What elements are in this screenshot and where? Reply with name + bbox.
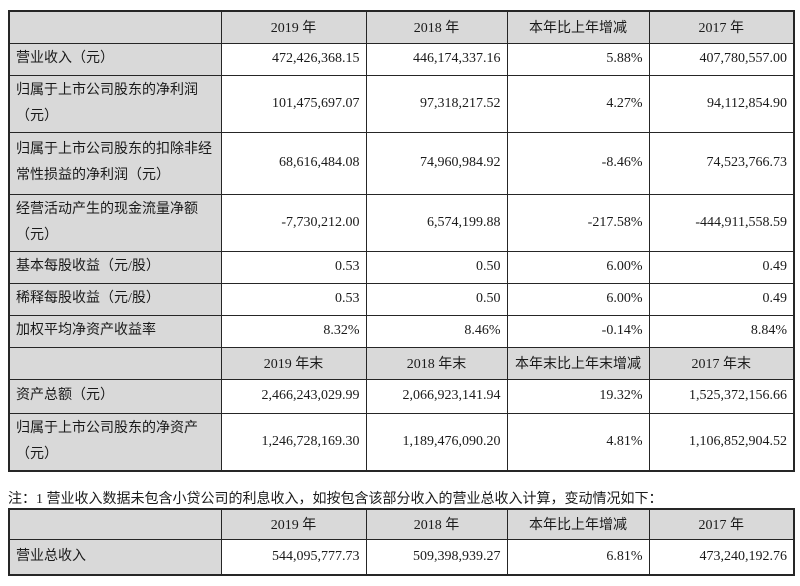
value-cell: 8.46%	[365, 314, 508, 348]
value-cell: 0.53	[220, 282, 367, 316]
value-cell: 6.00%	[506, 282, 650, 316]
value-cell: 446,174,337.16	[365, 42, 508, 76]
row-label-cell: 加权平均净资产收益率	[8, 314, 222, 348]
value-cell: -444,911,558.59	[648, 193, 795, 252]
value-cell: 0.49	[648, 250, 795, 284]
value-cell: 0.53	[220, 250, 367, 284]
table-row: 资产总额（元） 2,466,243,029.99 2,066,923,141.94 1…	[8, 378, 795, 414]
value-cell: 74,523,766.73	[648, 131, 795, 195]
row-label-cell: 营业收入（元）	[8, 42, 222, 76]
corner-cell	[8, 10, 222, 44]
value-cell: 1,106,852,904.52	[648, 412, 795, 472]
value-cell: 19.32%	[506, 378, 650, 414]
row-label-cell: 资产总额（元）	[8, 378, 222, 414]
value-cell: 473,240,192.76	[648, 538, 795, 576]
value-cell: 4.81%	[506, 412, 650, 472]
header-row: 2019 年 2018 年本年比上年增减 2017 年	[8, 10, 795, 44]
value-cell: 94,112,854.90	[648, 74, 795, 133]
header-row: 2019 年 2018 年本年比上年增减 2017 年	[8, 508, 795, 540]
value-cell: 0.50	[365, 250, 508, 284]
value-cell: 509,398,939.27	[365, 538, 508, 576]
row-label-cell: 经营活动产生的现金流量净额（元）	[8, 193, 222, 252]
value-cell: 472,426,368.15	[220, 42, 367, 76]
header-row: 2019 年末 2018 年末 本年末比上年末增减 2017 年末	[8, 346, 795, 380]
corner-cell	[8, 508, 222, 540]
column-header-cell: 2018 年	[365, 10, 508, 44]
value-cell: 6.81%	[506, 538, 650, 576]
column-header-cell: 2018 年	[365, 508, 508, 540]
value-cell: 8.32%	[220, 314, 367, 348]
column-header-cell: 2017 年	[648, 10, 795, 44]
value-cell: 5.88%	[506, 42, 650, 76]
column-header-cell: 2018 年末	[365, 346, 508, 380]
total-revenue-table: 2019 年 2018 年本年比上年增减 2017 年营业总收入 544,095,77…	[8, 508, 795, 576]
column-header-cell: 本年比上年增减	[506, 10, 650, 44]
table-row: 营业收入（元） 472,426,368.15 446,174,337.16 5.88%…	[8, 42, 795, 76]
row-label-cell: 归属于上市公司股东的净资产（元）	[8, 412, 222, 472]
value-cell: -0.14%	[506, 314, 650, 348]
table-row: 营业总收入 544,095,777.73 509,398,939.27 6.81% 47…	[8, 538, 795, 576]
value-cell: 6.00%	[506, 250, 650, 284]
table-row: 基本每股收益（元/股） 0.53 0.50 6.00% 0.49	[8, 250, 795, 284]
row-label-cell: 基本每股收益（元/股）	[8, 250, 222, 284]
column-header-cell: 2019 年	[220, 10, 367, 44]
value-cell: -7,730,212.00	[220, 193, 367, 252]
row-label-cell: 归属于上市公司股东的净利润（元）	[8, 74, 222, 133]
value-cell: -217.58%	[506, 193, 650, 252]
value-cell: 2,466,243,029.99	[220, 378, 367, 414]
table-row: 归属于上市公司股东的净资产（元） 1,246,728,169.30 1,189,47…	[8, 412, 795, 472]
column-header-cell: 2019 年末	[220, 346, 367, 380]
value-cell: 1,189,476,090.20	[365, 412, 508, 472]
value-cell: 0.50	[365, 282, 508, 316]
table-row: 经营活动产生的现金流量净额（元） -7,730,212.00 6,574,199.8…	[8, 193, 795, 252]
corner-cell	[8, 346, 222, 380]
table-row: 稀释每股收益（元/股） 0.53 0.50 6.00% 0.49	[8, 282, 795, 316]
column-header-cell: 本年末比上年末增减	[506, 346, 650, 380]
value-cell: 68,616,484.08	[220, 131, 367, 195]
total-revenue-table-body: 2019 年 2018 年本年比上年增减 2017 年营业总收入 544,095,77…	[8, 508, 795, 576]
column-header-cell: 2019 年	[220, 508, 367, 540]
value-cell: 97,318,217.52	[365, 74, 508, 133]
value-cell: 2,066,923,141.94	[365, 378, 508, 414]
row-label-cell: 归属于上市公司股东的扣除非经常性损益的净利润（元）	[8, 131, 222, 195]
value-cell: 4.27%	[506, 74, 650, 133]
value-cell: 0.49	[648, 282, 795, 316]
value-cell: 8.84%	[648, 314, 795, 348]
value-cell: 544,095,777.73	[220, 538, 367, 576]
table-row: 归属于上市公司股东的净利润（元） 101,475,697.07 97,318,217…	[8, 74, 795, 133]
row-label-cell: 营业总收入	[8, 538, 222, 576]
column-header-cell: 2017 年	[648, 508, 795, 540]
value-cell: 1,246,728,169.30	[220, 412, 367, 472]
row-label-cell: 稀释每股收益（元/股）	[8, 282, 222, 316]
value-cell: 74,960,984.92	[365, 131, 508, 195]
footnote-text: 注：1 营业收入数据未包含小贷公司的利息收入，如按包含该部分收入的营业总收入计算…	[8, 492, 663, 507]
table-row: 归属于上市公司股东的扣除非经常性损益的净利润（元） 68,616,484.08 74…	[8, 131, 795, 195]
value-cell: 6,574,199.88	[365, 193, 508, 252]
column-header-cell: 2017 年末	[648, 346, 795, 380]
column-header-cell: 本年比上年增减	[506, 508, 650, 540]
value-cell: 101,475,697.07	[220, 74, 367, 133]
key-financials-table-body: 2019 年 2018 年本年比上年增减 2017 年营业收入（元） 472,426,…	[8, 10, 795, 472]
value-cell: 1,525,372,156.66	[648, 378, 795, 414]
value-cell: 407,780,557.00	[648, 42, 795, 76]
table-row: 加权平均净资产收益率 8.32% 8.46% -0.14% 8.84%	[8, 314, 795, 348]
value-cell: -8.46%	[506, 131, 650, 195]
key-financials-table: 2019 年 2018 年本年比上年增减 2017 年营业收入（元） 472,426,…	[8, 10, 795, 472]
